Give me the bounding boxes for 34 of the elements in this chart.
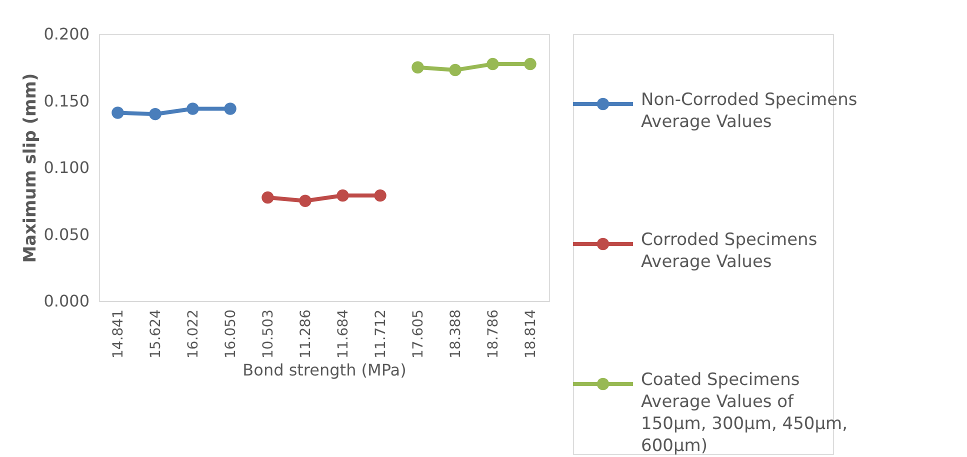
- point: [449, 64, 462, 76]
- legend-label: Corroded Specimens Average Values: [641, 230, 818, 272]
- x-tick-label: 11.684: [335, 309, 352, 358]
- point: [524, 58, 536, 70]
- point: [224, 102, 236, 115]
- x-tick-label: 14.841: [110, 310, 126, 358]
- legend-label: Non-Corroded Specimens Average Values: [641, 90, 858, 132]
- x-tick-label: 18.786: [485, 309, 502, 358]
- x-tick-label: 11.712: [372, 310, 389, 358]
- point: [299, 194, 312, 207]
- x-tick-label: 10.503: [260, 310, 276, 358]
- point: [112, 106, 124, 119]
- point: [262, 191, 274, 204]
- x-tick-label: 11.286: [298, 309, 314, 358]
- x-tick-label: 16.050: [222, 310, 239, 358]
- y-tick-label: 0.000: [44, 292, 90, 310]
- y-tick-label: 0.150: [44, 91, 90, 110]
- point: [486, 58, 499, 70]
- legend-label: Coated Specimens Average Values of 150μm, 300μm, 450μm, 600μm): [641, 370, 848, 456]
- x-tick-label: 18.814: [522, 309, 539, 358]
- point: [186, 102, 199, 115]
- point: [374, 189, 386, 202]
- y-tick-label: 0.100: [44, 158, 90, 177]
- point: [336, 189, 349, 202]
- point: [149, 108, 162, 120]
- x-tick-label: 17.605: [410, 310, 426, 358]
- x-tick-label: 18.388: [448, 310, 464, 358]
- point: [412, 61, 424, 74]
- x-axis-title: Bond strength (MPa): [242, 360, 406, 380]
- x-tick-label: 15.624: [148, 309, 164, 358]
- x-tick-label: 16.022: [185, 310, 202, 358]
- y-tick-label: 0.200: [44, 24, 90, 44]
- y-tick-label: 0.050: [44, 224, 90, 244]
- y-axis-title: Maximum slip (mm): [20, 73, 41, 263]
